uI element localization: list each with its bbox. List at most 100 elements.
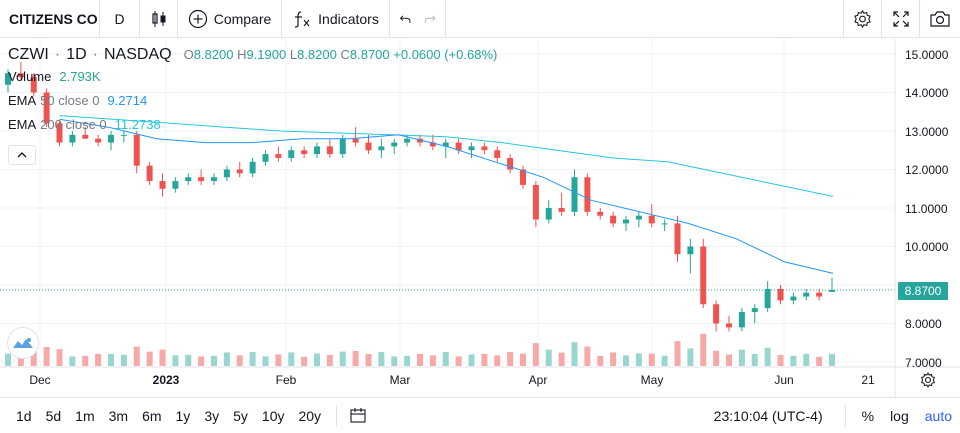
range-6m-button[interactable]: 6m <box>142 407 162 424</box>
volume-bar <box>314 353 320 366</box>
candle-body <box>378 146 385 151</box>
volume-bar <box>262 356 269 366</box>
range-5y-button[interactable]: 5y <box>233 407 248 424</box>
candle-body <box>120 134 127 136</box>
range-1y-button[interactable]: 1y <box>175 407 191 424</box>
volume-bar <box>507 352 514 366</box>
range-3y-button[interactable]: 3y <box>204 407 220 424</box>
volume-bar <box>5 353 11 366</box>
indicators-button[interactable]: Indicators <box>282 0 390 37</box>
legend-series-row[interactable]: CZWI · 1D · NASDAQ O8.8200 H9.1900 L8.82… <box>8 46 497 66</box>
candle-body <box>597 211 604 216</box>
high-value: 9.1900 <box>246 47 287 62</box>
ema50-name: EMA <box>8 93 37 108</box>
fullscreen-button[interactable] <box>882 0 920 37</box>
fx-icon <box>295 10 310 28</box>
range-5d-button[interactable]: 5d <box>45 407 62 424</box>
time-tick: Dec <box>29 373 51 387</box>
volume-bar <box>726 354 732 366</box>
price-tick: 7.0000 <box>905 356 942 370</box>
snapshot-button[interactable] <box>920 0 960 37</box>
time-tick: Feb <box>275 373 297 387</box>
candle-body <box>301 150 308 155</box>
candle-body <box>5 73 11 85</box>
log-scale-toggle[interactable]: log <box>890 407 909 424</box>
candle-body <box>275 154 282 158</box>
settings-button[interactable] <box>844 0 882 37</box>
clock-time[interactable]: 23:10:04 (UTC-4) <box>713 407 823 424</box>
candle-body <box>146 165 153 182</box>
redo-icon[interactable] <box>424 11 437 27</box>
range-1d-button[interactable]: 1d <box>16 407 32 424</box>
volume-bar <box>352 351 359 366</box>
candle-body <box>56 123 63 143</box>
candle-body <box>352 138 359 143</box>
close-value: 8.8700 <box>349 47 390 62</box>
volume-bar <box>558 352 565 366</box>
candle-body <box>69 134 76 143</box>
undo-icon[interactable] <box>399 11 412 27</box>
candle-body <box>404 138 411 143</box>
time-axis-settings-icon[interactable] <box>920 372 936 388</box>
chart-type-button[interactable] <box>140 0 178 37</box>
volume-bar <box>713 350 720 366</box>
candle-body <box>558 208 565 212</box>
candle-body <box>494 150 501 158</box>
range-1m-button[interactable]: 1m <box>75 407 95 424</box>
time-tick: Jun <box>774 373 794 387</box>
price-chart[interactable] <box>0 0 960 397</box>
range-10y-button[interactable]: 10y <box>261 407 285 424</box>
volume-bar <box>288 352 295 366</box>
candle-body <box>545 208 552 220</box>
close-key: C <box>340 47 350 62</box>
gear-icon <box>854 9 871 28</box>
high-key: H <box>237 47 247 62</box>
candle-body <box>262 154 269 162</box>
legend-collapse-button[interactable] <box>8 145 36 165</box>
candle-body <box>442 142 449 147</box>
time-tick: Apr <box>528 373 548 387</box>
legend-exchange: NASDAQ <box>103 46 172 63</box>
legend-ema200-row[interactable]: EMA 200 close 0 11.2738 <box>8 117 497 141</box>
legend-volume-row[interactable]: Volume 2.793K <box>8 69 497 93</box>
range-3m-button[interactable]: 3m <box>108 407 129 424</box>
candle-body <box>623 219 629 224</box>
volume-bar <box>494 355 501 366</box>
candle-body <box>82 134 89 139</box>
volume-bar <box>133 346 140 366</box>
percent-scale-toggle[interactable]: % <box>861 407 875 424</box>
volume-bar <box>545 349 552 366</box>
volume-bar <box>777 355 784 366</box>
tradingview-logo[interactable] <box>7 327 39 359</box>
volume-bar <box>816 356 823 366</box>
legend-separator: · <box>92 46 98 63</box>
volume-bar <box>674 341 681 366</box>
volume-bar <box>635 353 642 366</box>
volume-bar <box>211 355 217 366</box>
auto-scale-toggle[interactable]: auto <box>924 407 952 424</box>
interval-button[interactable]: D <box>100 0 140 37</box>
candle-body <box>777 288 784 301</box>
compare-button[interactable]: Compare <box>178 0 282 37</box>
candle-body <box>507 157 514 170</box>
volume-bar <box>326 355 333 366</box>
change-value: +0.0600 (+0.68%) <box>393 47 498 62</box>
candles-icon <box>151 10 165 27</box>
fullscreen-icon <box>892 10 909 27</box>
volume-bar <box>687 348 694 366</box>
price-tick: 10.0000 <box>905 240 949 254</box>
symbol-search-button[interactable]: CITIZENS CO <box>0 0 100 37</box>
volume-bar <box>82 355 89 366</box>
calendar-range-icon[interactable] <box>349 407 367 425</box>
candle-body <box>687 246 694 255</box>
legend-ema50-row[interactable]: EMA 50 close 0 9.2714 <box>8 93 497 117</box>
range-20y-button[interactable]: 20y <box>298 407 322 424</box>
separator <box>336 404 338 427</box>
ema200-args: 200 close 0 <box>40 117 107 132</box>
candle-body <box>816 292 823 297</box>
candle-body <box>455 142 462 151</box>
candle-body <box>571 177 578 212</box>
compare-label: Compare <box>213 10 272 27</box>
interval-label: D <box>114 10 125 27</box>
price-tick: 11.0000 <box>905 202 948 216</box>
